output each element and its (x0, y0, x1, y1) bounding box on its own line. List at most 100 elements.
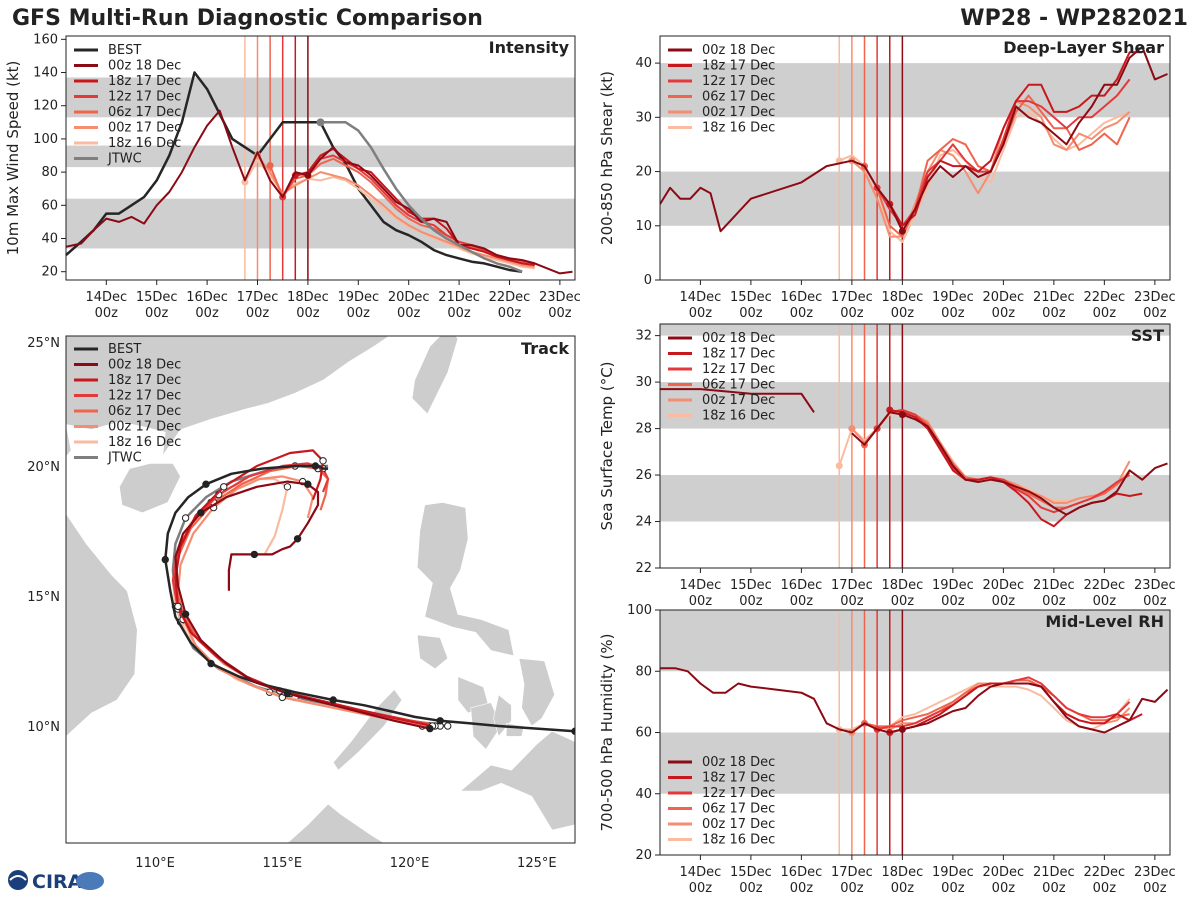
shear-band-0 (660, 171, 1170, 226)
intensity-xtick-label-top-8: 22Dec (489, 290, 531, 305)
track-marker-best-16 (161, 555, 169, 564)
track-marker-jtwc-12 (181, 514, 190, 522)
rh-ytick-label-0: 20 (635, 848, 652, 863)
sst-xtick-label-bottom-3: 00z (840, 594, 864, 609)
shear-series-18z-16-dec (838, 110, 1130, 243)
intensity-series-best (66, 71, 523, 273)
shear-ytick-label-0: 0 (644, 273, 652, 288)
intensity-panel-title: Intensity (489, 38, 570, 57)
rh-xtick-label-bottom-2: 00z (790, 881, 814, 896)
track-frame (65, 335, 576, 844)
sst-xtick-label-bottom-4: 00z (891, 594, 915, 609)
track-lon-label-1: 115°E (263, 856, 303, 871)
track-marker-best-8 (329, 696, 337, 704)
rh-xtick-label-bottom-4: 00z (891, 881, 915, 896)
shear-frame (659, 35, 1171, 281)
logo-badge-icon (76, 872, 104, 890)
track-panel: 110°E 115°E 120°E 125°E 10°N 15°N 20°N 25°N Trac… (27, 335, 576, 871)
intensity-ytick-label-4: 100 (33, 132, 58, 147)
shear-legend-label-2: 12z 17 Dec (702, 74, 775, 89)
shear-xtick-label-bottom-8: 00z (1093, 306, 1117, 321)
shear-legend-label-5: 18z 16 Dec (702, 121, 775, 136)
sst-plot-area (660, 324, 1170, 568)
sst-xtick-label-bottom-2: 00z (790, 594, 814, 609)
intensity-xtick-label-top-7: 21Dec (438, 290, 480, 305)
land-luzon (416, 502, 515, 657)
intensity-xtick-label-bottom-4: 00z (296, 306, 320, 321)
shear-xtick-label-top-2: 16Dec (781, 290, 823, 305)
track-marker-best-4 (436, 717, 444, 725)
land-bohol (505, 723, 525, 737)
track-00z-18-dec (174, 480, 431, 730)
intensity-xtick-label-top-0: 14Dec (85, 290, 127, 305)
intensity-band-2 (66, 77, 575, 118)
rh-xtick-label-bottom-7: 00z (1042, 881, 1066, 896)
intensity-legend-label-4: 06z 17 Dec (108, 105, 181, 120)
intensity-xtick-label-bottom-1: 00z (145, 306, 169, 321)
rh-xtick-label-bottom-8: 00z (1093, 881, 1117, 896)
shear-xtick-label-bottom-3: 00z (840, 306, 864, 321)
shear-ytick-label-4: 40 (635, 56, 652, 71)
intensity-series-00z-18-dec (66, 109, 573, 275)
rh-legend-label-2: 12z 17 Dec (702, 786, 775, 801)
sst-xtick-label-bottom-1: 00z (739, 594, 763, 609)
intensity-legend-label-2: 18z 17 Dec (108, 74, 181, 89)
track-lat-label-0: 10°N (27, 720, 60, 735)
rh-xtick-label-bottom-5: 00z (941, 881, 965, 896)
sst-run-start-point-5 (898, 411, 906, 419)
rh-panel: 2040608010014Dec00z15Dec00z16Dec00z17Dec… (598, 603, 1176, 896)
track-plot-area (66, 336, 575, 843)
track-legend-label-0: BEST (108, 342, 141, 357)
intensity-legend-label-1: 00z 18 Dec (108, 59, 181, 74)
rh-ylabel: 700-500 hPa Humidity (%) (598, 633, 616, 831)
shear-panel: 01020304014Dec00z15Dec00z16Dec00z17Dec00… (598, 35, 1176, 321)
sst-ytick-label-0: 22 (635, 561, 652, 576)
shear-xtick-label-bottom-1: 00z (739, 306, 763, 321)
track-lat-label-3: 25°N (27, 336, 60, 351)
sst-xtick-label-top-9: 23Dec (1134, 578, 1176, 593)
intensity-xtick-label-top-4: 18Dec (287, 290, 329, 305)
intensity-jtwc-start-point (316, 118, 325, 127)
track-lon-label-2: 120°E (390, 856, 430, 871)
track-marker-jtwc-0 (444, 722, 452, 730)
intensity-xtick-label-bottom-0: 00z (95, 306, 119, 321)
shear-xtick-label-bottom-4: 00z (891, 306, 915, 321)
track-12z-17-dec (171, 462, 436, 728)
rh-legend-label-4: 00z 17 Dec (702, 817, 775, 832)
rh-xtick-label-bottom-1: 00z (739, 881, 763, 896)
track-lon-label-3: 125°E (517, 856, 557, 871)
intensity-series-00z-17-dec (256, 154, 535, 268)
sst-ytick-label-2: 26 (635, 468, 652, 483)
intensity-legend-label-5: 00z 17 Dec (108, 121, 181, 136)
storm-id: WP28 - WP282021 (960, 6, 1188, 31)
logo-swirl-icon (9, 875, 27, 881)
sst-xtick-label-top-6: 20Dec (983, 578, 1025, 593)
sst-xtick-label-bottom-5: 00z (941, 594, 965, 609)
intensity-ytick-label-1: 40 (41, 232, 58, 247)
rh-plot-area (660, 610, 1170, 855)
track-marker-best-24 (311, 462, 320, 470)
rh-xtick-label-top-0: 14Dec (680, 865, 722, 880)
intensity-plot-area (66, 36, 575, 280)
rh-xtick-label-top-6: 20Dec (983, 865, 1025, 880)
sst-xtick-label-top-7: 21Dec (1033, 578, 1075, 593)
shear-xtick-label-top-8: 22Dec (1084, 290, 1126, 305)
rh-xtick-label-bottom-0: 00z (689, 881, 713, 896)
track-lon-label-0: 110°E (135, 856, 175, 871)
sst-xtick-label-top-4: 18Dec (882, 578, 924, 593)
intensity-xtick-label-top-2: 16Dec (186, 290, 228, 305)
intensity-run-start-point-2 (266, 161, 274, 169)
sst-xtick-label-top-0: 14Dec (680, 578, 722, 593)
rh-xtick-label-top-4: 18Dec (882, 865, 924, 880)
track-marker-00z-18-dec-24 (250, 550, 259, 559)
intensity-series-18z-16-dec (244, 159, 535, 270)
rh-xtick-label-top-2: 16Dec (781, 865, 823, 880)
rh-xtick-label-bottom-9: 00z (1143, 881, 1167, 896)
track-18z-16-dec (171, 477, 423, 728)
rh-xtick-label-bottom-6: 00z (992, 881, 1016, 896)
rh-panel-title: Mid-Level RH (1045, 612, 1164, 631)
sst-ylabel: Sea Surface Temp (°C) (598, 361, 616, 530)
track-marker-00z-18-dec-12 (197, 509, 205, 517)
intensity-frame (65, 35, 576, 281)
sst-xtick-label-bottom-7: 00z (1042, 594, 1066, 609)
